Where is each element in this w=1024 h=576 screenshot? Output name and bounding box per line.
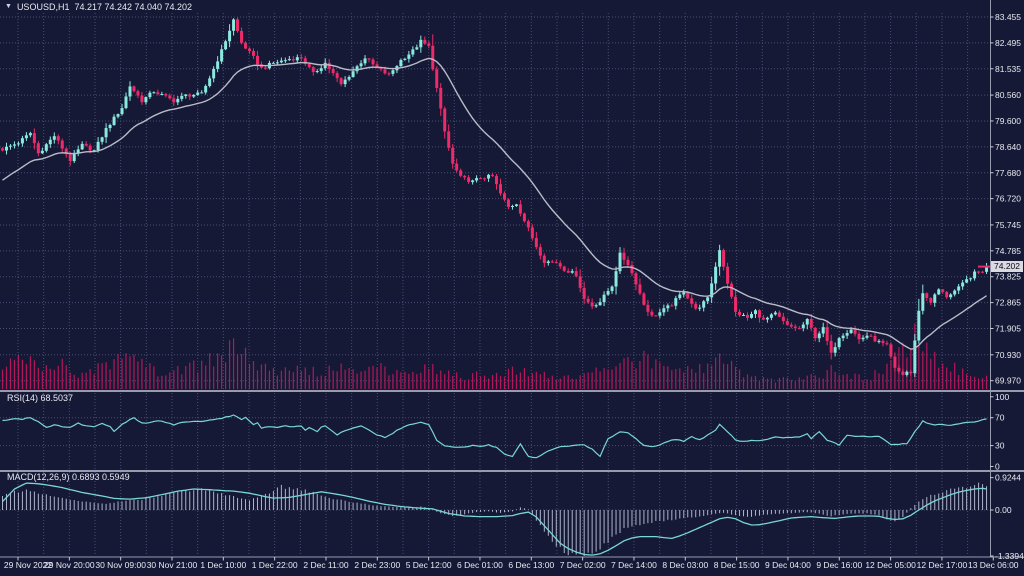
svg-text:80.560: 80.560: [995, 90, 1021, 100]
svg-text:12 Dec 05:00: 12 Dec 05:00: [865, 560, 916, 570]
svg-text:9 Dec 04:00: 9 Dec 04:00: [765, 560, 811, 570]
moving-average-line: [2, 57, 987, 350]
axes-frame: [0, 0, 1024, 558]
rsi-axis-labels: 100 70 30 0: [990, 392, 1009, 472]
collapse-triangle-icon[interactable]: ▼: [5, 3, 12, 10]
rsi-indicator-label: RSI(14) 68.5037: [7, 393, 74, 403]
macd-signal-line: [2, 482, 987, 556]
candles: [1, 17, 989, 377]
svg-text:72.865: 72.865: [995, 298, 1021, 308]
svg-text:7 Dec 02:00: 7 Dec 02:00: [560, 560, 606, 570]
macd-indicator-label: MACD(12,26,9) 0.6893 0.5949: [7, 472, 130, 482]
svg-text:30: 30: [995, 441, 1005, 451]
svg-text:2 Dec 11:00: 2 Dec 11:00: [303, 560, 348, 570]
svg-text:-1.3394: -1.3394: [995, 551, 1024, 561]
grid-lines: [0, 13, 990, 556]
ohlc-values-label: 74.217 74.242 74.040 74.202: [74, 2, 193, 12]
svg-text:8 Dec 03:00: 8 Dec 03:00: [662, 560, 708, 570]
svg-text:1 Dec 10:00: 1 Dec 10:00: [200, 560, 246, 570]
svg-text:30 Nov 09:00: 30 Nov 09:00: [95, 560, 146, 570]
svg-text:29 Nov 2022: 29 Nov 2022: [4, 560, 52, 570]
svg-text:5 Dec 12:00: 5 Dec 12:00: [406, 560, 452, 570]
svg-text:71.905: 71.905: [995, 324, 1021, 334]
rsi-line: [2, 414, 987, 459]
svg-text:2 Dec 23:00: 2 Dec 23:00: [354, 560, 400, 570]
symbol-timeframe-label: USOUSD,H1: [16, 2, 70, 12]
svg-text:74.785: 74.785: [995, 246, 1021, 256]
svg-text:100: 100: [995, 392, 1009, 402]
svg-text:12 Dec 17:00: 12 Dec 17:00: [917, 560, 968, 570]
svg-text:0.9244: 0.9244: [995, 473, 1021, 483]
svg-text:9 Dec 16:00: 9 Dec 16:00: [816, 560, 862, 570]
current-price-box: 74.202: [991, 261, 1023, 272]
svg-text:82.495: 82.495: [995, 38, 1021, 48]
svg-text:69.970: 69.970: [995, 376, 1021, 386]
volume-bars: [1, 323, 988, 389]
svg-text:1 Dec 22:00: 1 Dec 22:00: [252, 560, 298, 570]
svg-text:70.930: 70.930: [995, 350, 1021, 360]
svg-text:77.680: 77.680: [995, 168, 1021, 178]
svg-text:8 Dec 15:00: 8 Dec 15:00: [714, 560, 760, 570]
svg-text:83.455: 83.455: [995, 12, 1021, 22]
svg-text:76.720: 76.720: [995, 194, 1021, 204]
svg-text:81.535: 81.535: [995, 64, 1021, 74]
svg-text:78.640: 78.640: [995, 142, 1021, 152]
svg-text:30 Nov 21:00: 30 Nov 21:00: [147, 560, 198, 570]
svg-text:0: 0: [995, 462, 1000, 472]
svg-text:6 Dec 01:00: 6 Dec 01:00: [457, 560, 503, 570]
svg-text:29 Nov 20:00: 29 Nov 20:00: [44, 560, 95, 570]
svg-text:13 Dec 06:00: 13 Dec 06:00: [968, 560, 1019, 570]
svg-text:7 Dec 14:00: 7 Dec 14:00: [611, 560, 657, 570]
svg-text:6 Dec 13:00: 6 Dec 13:00: [508, 560, 554, 570]
svg-text:70: 70: [995, 413, 1005, 423]
svg-text:79.600: 79.600: [995, 116, 1021, 126]
svg-text:73.825: 73.825: [995, 272, 1021, 282]
price-axis-labels: 83.455 82.495 81.535 80.560 79.600 78.640 77.6…: [990, 12, 1021, 386]
macd-axis-labels: 0.9244 0.00 -1.3394: [990, 473, 1024, 561]
chart-header: ▼ USOUSD,H1 74.217 74.242 74.040 74.202: [5, 2, 192, 12]
svg-text:75.745: 75.745: [995, 220, 1021, 230]
svg-text:0.00: 0.00: [995, 505, 1012, 515]
